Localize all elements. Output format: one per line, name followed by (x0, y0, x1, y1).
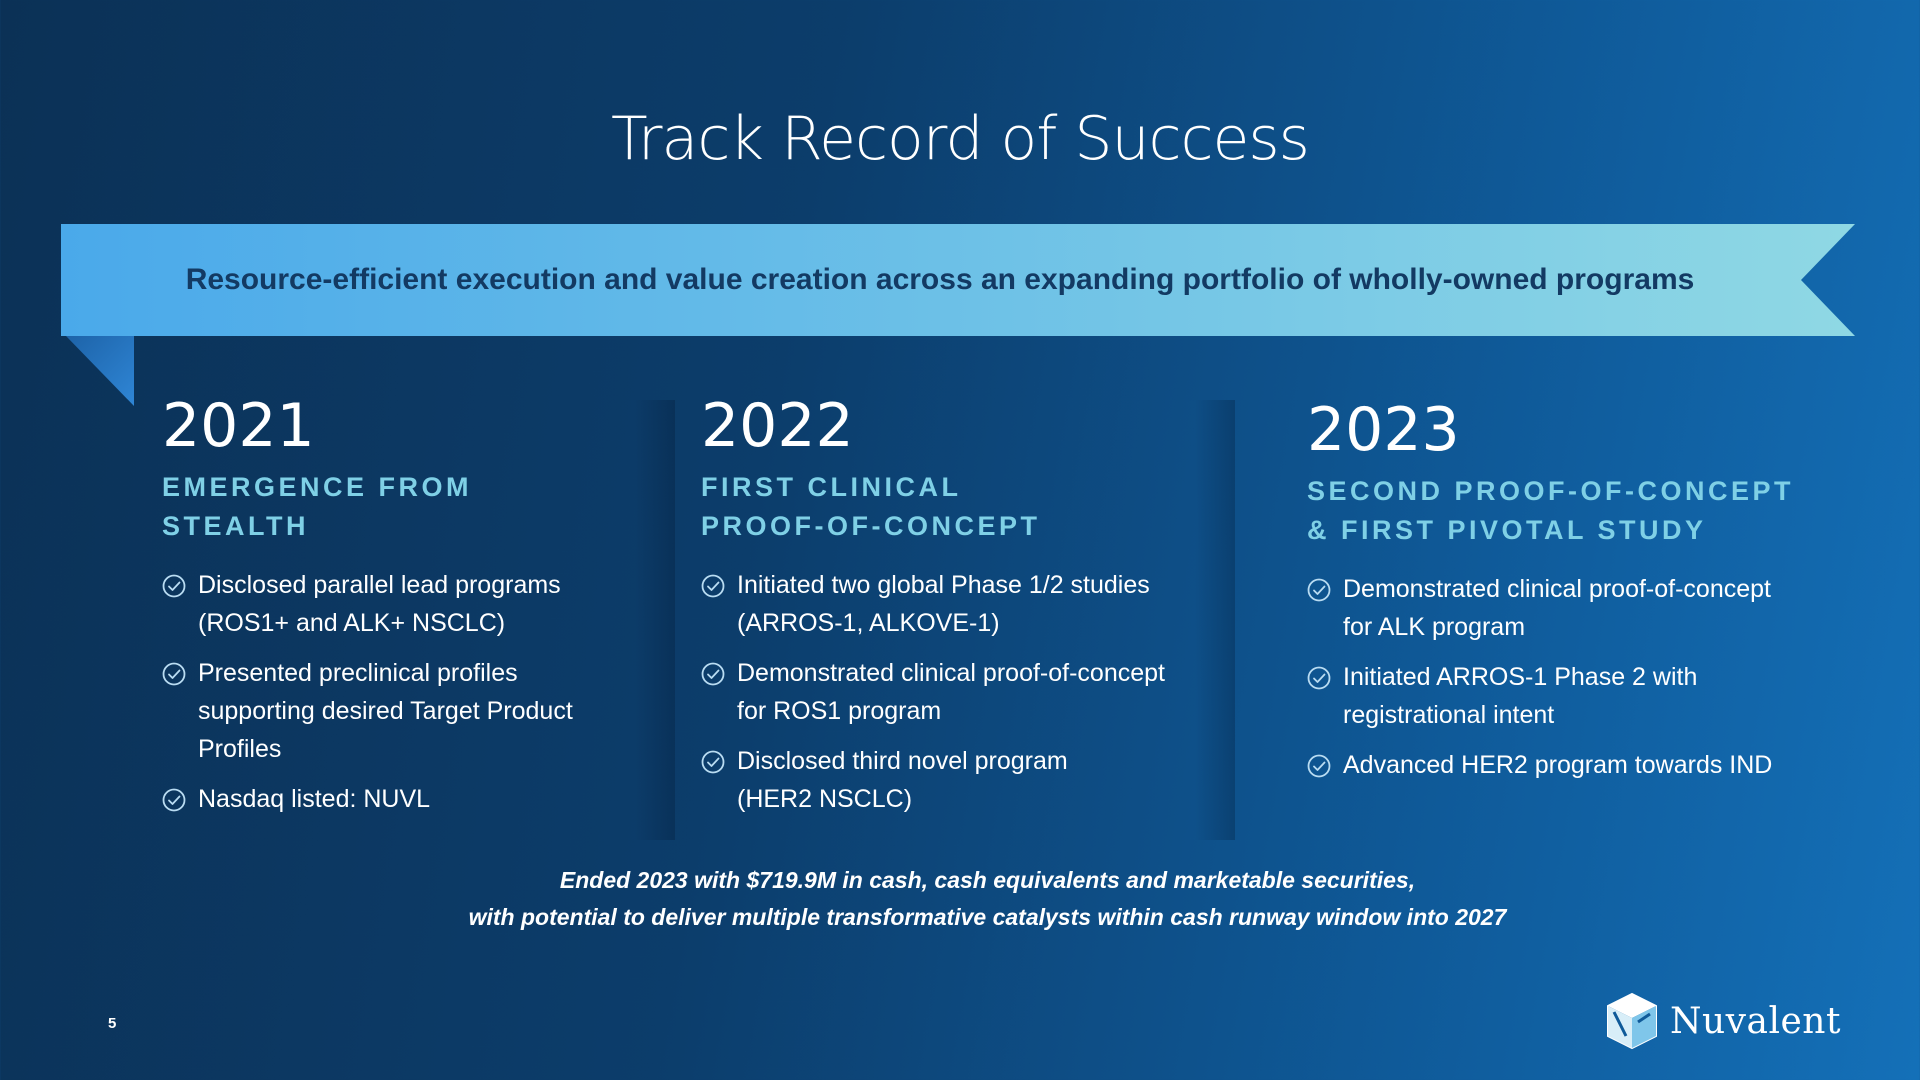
check-circle-icon (1307, 754, 1331, 778)
achievement-item: Disclosed parallel lead programs (ROS1+ a… (162, 566, 642, 642)
achievement-text: (ROS1+ and ALK+ NSCLC) (198, 609, 506, 637)
banner-fold (66, 336, 134, 406)
milestone-heading-line: PROOF-OF-CONCEPT (701, 511, 1041, 541)
check-circle-icon (1307, 666, 1331, 690)
achievement-item: Presented preclinical profiles supporting… (162, 654, 642, 768)
achievement-item: Demonstrated clinical proof-of-concept fo… (701, 654, 1241, 730)
check-circle-icon (1307, 578, 1331, 602)
achievement-item: Initiated ARROS-1 Phase 2 with registrati… (1307, 658, 1837, 734)
timeline-column-2022: 2022 FIRST CLINICAL PROOF-OF-CONCEPT Ini… (701, 390, 1241, 830)
year-label: 2022 (701, 391, 854, 461)
nuvalent-logo-icon (1607, 992, 1657, 1050)
achievement-item: Initiated two global Phase 1/2 studies (A… (701, 566, 1241, 642)
company-logo: Nuvalent (1606, 992, 1841, 1050)
column-divider (635, 400, 675, 840)
check-circle-icon (701, 750, 725, 774)
milestone-heading-line: STEALTH (162, 511, 309, 541)
achievement-item: Disclosed third novel program (HER2 NSCLC… (701, 742, 1241, 818)
achievement-text: Profiles (198, 735, 282, 763)
achievement-text: for ROS1 program (737, 697, 942, 725)
slide-title: Track Record of Success (611, 104, 1310, 174)
column-divider (1195, 400, 1235, 840)
achievement-text: for ALK program (1343, 613, 1526, 641)
timeline-column-2021: 2021 EMERGENCE FROM STEALTH Disclosed pa… (162, 390, 642, 830)
logo-wordmark: Nuvalent (1670, 1000, 1841, 1042)
page-number: 5 (108, 1015, 117, 1032)
achievement-item: Advanced HER2 program towards IND (1307, 746, 1837, 784)
milestone-heading: FIRST CLINICAL PROOF-OF-CONCEPT (701, 468, 1241, 546)
check-circle-icon (701, 574, 725, 598)
achievement-text: Disclosed third novel program (737, 747, 1068, 775)
check-circle-icon (701, 662, 725, 686)
achievement-text: Nasdaq listed: NUVL (198, 785, 431, 813)
achievement-text: (ARROS-1, ALKOVE-1) (737, 609, 1000, 637)
achievement-text: Demonstrated clinical proof-of-concept (737, 659, 1165, 687)
achievement-text: (HER2 NSCLC) (737, 785, 913, 813)
achievement-text: Demonstrated clinical proof-of-concept (1343, 575, 1771, 603)
milestone-heading-line: SECOND PROOF-OF-CONCEPT (1307, 476, 1795, 506)
achievement-text: Presented preclinical profiles (198, 659, 518, 687)
banner-text: Resource-efficient execution and value c… (185, 263, 1695, 296)
check-circle-icon (162, 574, 186, 598)
cash-summary-note: Ended 2023 with $719.9M in cash, cash eq… (0, 862, 1920, 936)
banner-ribbon-shape (61, 224, 1855, 336)
cash-summary-line: with potential to deliver multiple trans… (468, 904, 1507, 930)
achievement-item: Demonstrated clinical proof-of-concept fo… (1307, 570, 1837, 646)
achievement-text: Disclosed parallel lead programs (198, 571, 561, 599)
year-label: 2023 (1307, 395, 1460, 465)
timeline-column-2023: 2023 SECOND PROOF-OF-CONCEPT & FIRST PIV… (1307, 390, 1837, 796)
achievement-text: supporting desired Target Product (198, 697, 573, 725)
milestone-heading: EMERGENCE FROM STEALTH (162, 468, 642, 546)
year-label: 2021 (162, 391, 315, 461)
achievement-text: registrational intent (1343, 701, 1555, 729)
achievement-list: Disclosed parallel lead programs (ROS1+ a… (162, 566, 642, 818)
check-circle-icon (162, 662, 186, 686)
milestone-heading: SECOND PROOF-OF-CONCEPT & FIRST PIVOTAL … (1307, 472, 1837, 550)
achievement-list: Demonstrated clinical proof-of-concept fo… (1307, 570, 1837, 784)
milestone-heading-line: EMERGENCE FROM (162, 472, 473, 502)
cash-summary-line: Ended 2023 with $719.9M in cash, cash eq… (559, 867, 1416, 893)
achievement-item: Nasdaq listed: NUVL (162, 780, 642, 818)
achievement-text: Initiated two global Phase 1/2 studies (737, 571, 1150, 599)
achievement-text: Advanced HER2 program towards IND (1343, 751, 1773, 779)
milestone-heading-line: FIRST CLINICAL (701, 472, 962, 502)
banner-ribbon: Resource-efficient execution and value c… (61, 224, 1855, 336)
achievement-text: Initiated ARROS-1 Phase 2 with (1343, 663, 1698, 691)
achievement-list: Initiated two global Phase 1/2 studies (A… (701, 566, 1241, 818)
milestone-heading-line: & FIRST PIVOTAL STUDY (1307, 515, 1707, 545)
check-circle-icon (162, 788, 186, 812)
